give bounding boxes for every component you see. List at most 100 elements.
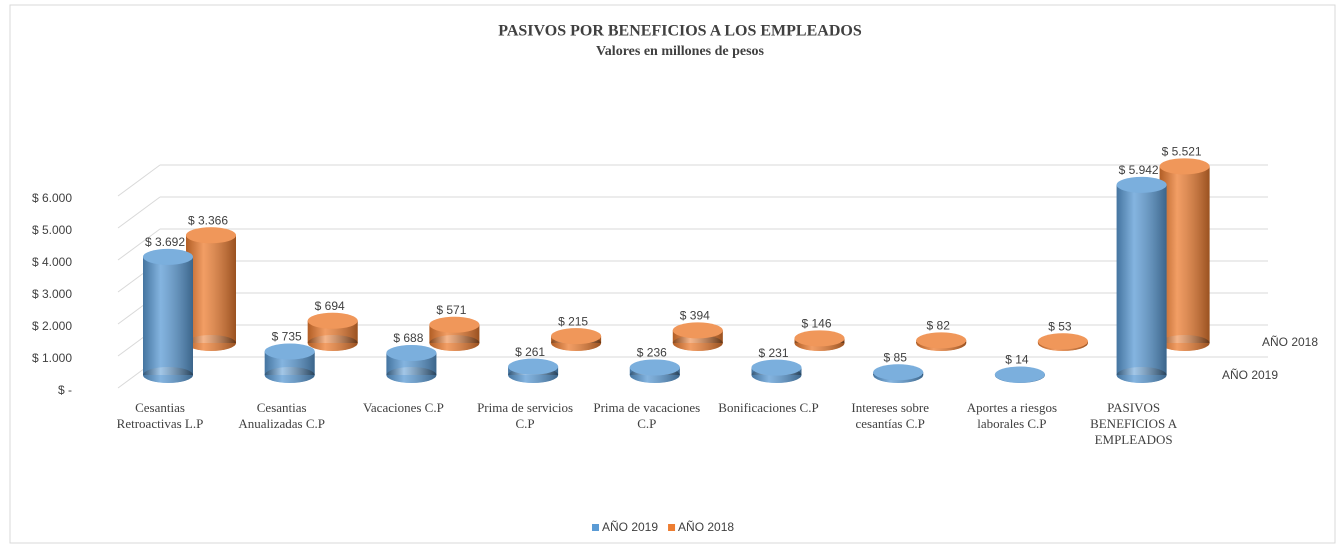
value-label: $ 215 xyxy=(558,314,588,328)
value-label: $ 236 xyxy=(637,346,667,360)
cylinder-bottom-shade xyxy=(186,335,236,351)
grid-line xyxy=(117,164,161,197)
value-label: $ 735 xyxy=(272,330,302,344)
cylinder-top-light xyxy=(508,358,559,375)
cylinder-bottom-shade xyxy=(672,335,723,351)
value-label: $ 3.692 xyxy=(145,235,185,249)
value-label: $ 394 xyxy=(680,309,710,323)
cylinder xyxy=(386,344,437,383)
cylinder-bottom-shade xyxy=(429,335,480,351)
y-tick-label: $ 5.000 xyxy=(32,223,72,237)
cylinder-top xyxy=(551,328,602,345)
cylinder-top xyxy=(508,358,559,375)
cylinder xyxy=(551,328,602,351)
value-label: $ 231 xyxy=(758,346,788,360)
cylinder-bottom-shade xyxy=(307,335,358,351)
value-label: $ 571 xyxy=(436,303,466,317)
cylinder-bottom-shade xyxy=(143,367,193,383)
frame xyxy=(9,4,1336,544)
grid-line xyxy=(117,228,161,261)
cylinder-top xyxy=(873,364,924,381)
cylinder-bottom-shade xyxy=(1159,335,1210,351)
legend-swatch xyxy=(668,524,676,531)
cylinder-top xyxy=(1116,176,1167,193)
y-tick-label: $ - xyxy=(58,383,72,397)
cylinder-shade xyxy=(186,235,236,343)
cylinder-top xyxy=(1037,333,1088,350)
value-label: $ 694 xyxy=(315,299,345,313)
cylinder-top xyxy=(629,359,680,376)
cylinder-top-light xyxy=(994,366,1045,383)
cylinder-top xyxy=(994,366,1045,383)
legend-label: AÑO 2018 xyxy=(678,520,734,534)
value-label: $ 53 xyxy=(1048,319,1072,333)
cylinder-top xyxy=(751,359,802,376)
cylinder-top-light xyxy=(873,364,924,381)
cylinder-top-light xyxy=(629,359,680,376)
cylinder-top xyxy=(307,312,358,329)
cylinder xyxy=(994,366,1045,383)
value-label: $ 5.521 xyxy=(1162,144,1202,158)
cylinder-top-light xyxy=(751,359,802,376)
cylinder-top-light xyxy=(916,332,967,349)
cylinder-top xyxy=(386,344,437,361)
x-tick-label: Aportes a riesgos laborales C.P xyxy=(966,400,1058,431)
value-label: $ 14 xyxy=(1005,353,1029,367)
cylinder xyxy=(1159,158,1210,351)
cylinder-bottom-shade xyxy=(1116,367,1167,383)
cylinder xyxy=(751,359,802,383)
chart-subtitle: Valores en millones de pesos xyxy=(596,44,765,59)
cylinder-top-light xyxy=(1037,333,1088,350)
value-label: $ 146 xyxy=(801,316,831,330)
cylinder xyxy=(1116,176,1167,383)
cylinder xyxy=(264,343,315,383)
cylinder-top-light xyxy=(307,312,358,329)
cylinder xyxy=(307,312,358,351)
cylinder xyxy=(672,322,723,351)
cylinder-shade xyxy=(143,256,193,375)
cylinder-shade xyxy=(1116,184,1167,375)
cylinder-bottom-shade xyxy=(264,367,315,383)
x-tick-label: Prima de vacaciones C.P xyxy=(593,400,701,431)
value-label: $ 3.366 xyxy=(188,213,228,227)
cylinder-top-light xyxy=(386,344,437,361)
cylinder xyxy=(1037,333,1088,351)
cylinder xyxy=(629,359,680,383)
cylinder-shade xyxy=(1159,166,1210,343)
cylinder-top-light xyxy=(264,343,315,360)
y-tick-label: $ 4.000 xyxy=(32,255,72,269)
cylinder-bottom-shade xyxy=(386,367,437,383)
value-label: $ 688 xyxy=(393,331,423,345)
cylinder-top-light xyxy=(143,248,193,265)
cylinder-top xyxy=(143,248,193,265)
x-tick-label: Cesantias Anualizadas C.P xyxy=(238,400,326,431)
cylinder-top xyxy=(264,343,315,360)
x-tick-label: PASIVOS BENEFICIOS A EMPLEADOS xyxy=(1090,400,1178,447)
series-axis-label: AÑO 2018 xyxy=(1262,335,1318,349)
cylinder xyxy=(186,227,236,351)
cylinder-top-light xyxy=(429,316,480,333)
cylinder-top xyxy=(672,322,723,339)
y-tick-label: $ 3.000 xyxy=(32,287,72,301)
chart-title: PASIVOS POR BENEFICIOS A LOS EMPLEADOS xyxy=(498,23,862,40)
x-tick-label: Cesantias Retroactivas L.P xyxy=(116,400,204,431)
cylinder xyxy=(143,248,193,383)
grid-line xyxy=(117,196,161,229)
cylinder-top-light xyxy=(551,328,602,345)
cylinder xyxy=(794,330,845,351)
cylinder xyxy=(873,364,924,383)
series-axis-label: AÑO 2019 xyxy=(1222,368,1278,382)
cylinder-top xyxy=(916,332,967,349)
value-label: $ 82 xyxy=(927,319,951,333)
legend-swatch xyxy=(592,524,599,531)
cylinder xyxy=(508,358,559,383)
legend-label: AÑO 2019 xyxy=(602,520,658,534)
cylinder-top xyxy=(794,330,845,347)
cylinder-top-light xyxy=(1159,158,1210,175)
cylinder-top xyxy=(1159,158,1210,175)
y-tick-label: $ 2.000 xyxy=(32,319,72,333)
y-tick-label: $ 1.000 xyxy=(32,351,72,365)
y-tick-label: $ 6.000 xyxy=(32,191,72,205)
